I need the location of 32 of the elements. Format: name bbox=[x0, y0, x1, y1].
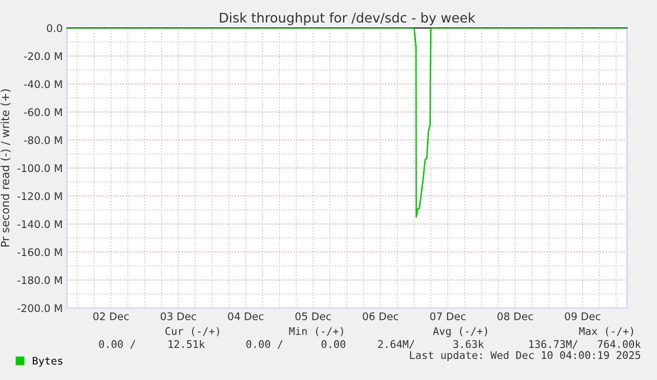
y-tick-label: -40.0 M bbox=[24, 80, 62, 88]
y-tick-label: -200.0 M bbox=[17, 304, 62, 312]
y-tick-label: -60.0 M bbox=[24, 108, 62, 116]
y-tick-label: -180.0 M bbox=[17, 276, 62, 284]
y-tick-label: -140.0 M bbox=[17, 220, 62, 228]
y-tick-label: -120.0 M bbox=[17, 192, 62, 200]
x-tick-label: 09 Dec bbox=[564, 312, 600, 320]
text: Cur (-/+) bbox=[165, 327, 220, 336]
text: 0.00 / 12.51k bbox=[99, 340, 205, 349]
x-tick-label: 08 Dec bbox=[498, 312, 533, 320]
x-tick-label: 07 Dec bbox=[430, 312, 466, 320]
text: Min (-/+) bbox=[289, 326, 344, 336]
y-tick-label: 0.0 bbox=[46, 24, 62, 32]
chart-title: Disk throughput for /dev/sdc - by week bbox=[220, 12, 476, 26]
text: 136.73M/ 764.00k bbox=[529, 340, 641, 349]
text: 0.00 / 0.00 bbox=[246, 340, 346, 349]
y-tick-label: -20.0 M bbox=[24, 52, 62, 60]
text: Avg (-/+) bbox=[432, 326, 488, 338]
line-series bbox=[67, 28, 627, 218]
text: 2.64M/ 3.63k bbox=[378, 340, 484, 349]
x-tick-label: 02 Dec bbox=[93, 312, 129, 320]
x-tick-label: 03 Dec bbox=[160, 312, 196, 320]
text: Max (-/+) bbox=[579, 327, 634, 336]
legend-label: Bytes bbox=[32, 356, 62, 367]
y-axis-title: Pr second read (-) / write (+) bbox=[0, 89, 11, 247]
text: Last update: Wed Dec 10 04:00:19 2025 bbox=[410, 350, 640, 362]
y-tick-label: -160.0 M bbox=[17, 248, 62, 256]
y-tick-label: -100.0 M bbox=[17, 164, 62, 172]
x-tick-label: 05 Dec bbox=[295, 312, 331, 320]
x-tick-label: 04 Dec bbox=[228, 312, 264, 320]
y-tick-label: -80.0 M bbox=[24, 136, 62, 144]
x-tick-label: 06 Dec bbox=[362, 312, 398, 320]
